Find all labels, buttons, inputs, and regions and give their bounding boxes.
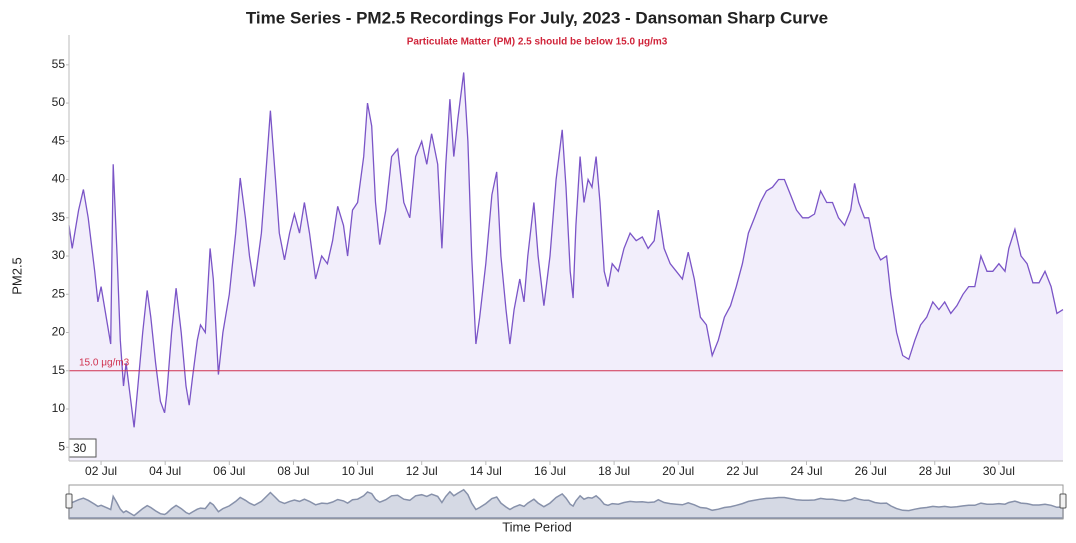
x-tick-label: 08 Jul <box>277 464 309 478</box>
x-tick-label: 22 Jul <box>726 464 758 478</box>
x-tick-label: 12 Jul <box>406 464 438 478</box>
navigator-handle[interactable] <box>65 493 73 509</box>
y-tick-label: 35 <box>52 210 66 224</box>
y-tick-label: 5 <box>58 439 65 453</box>
x-tick-label: 20 Jul <box>662 464 694 478</box>
x-tick-label: 04 Jul <box>149 464 181 478</box>
y-tick-label: 25 <box>52 286 66 300</box>
navigator-area <box>68 488 1064 519</box>
y-tick-label: 15 <box>52 363 66 377</box>
x-tick-label: 24 Jul <box>790 464 822 478</box>
threshold-label: 15.0 μg/m3 <box>79 357 130 368</box>
x-tick-label: 18 Jul <box>598 464 630 478</box>
y-tick-label: 55 <box>52 57 66 71</box>
x-tick-label: 30 Jul <box>983 464 1015 478</box>
x-tick-label: 10 Jul <box>342 464 374 478</box>
chart-subtitle: Particulate Matter (PM) 2.5 should be be… <box>407 37 668 48</box>
x-tick-label: 06 Jul <box>213 464 245 478</box>
x-tick-label: 28 Jul <box>919 464 951 478</box>
y-tick-label: 40 <box>52 172 66 186</box>
y-tick-label: 30 <box>52 248 66 262</box>
x-axis-label: Time Period <box>502 519 572 534</box>
x-tick-label: 14 Jul <box>470 464 502 478</box>
y-axis-label: PM2.5 <box>9 257 24 295</box>
x-tick-label: 02 Jul <box>85 464 117 478</box>
x-tick-label: 16 Jul <box>534 464 566 478</box>
y-tick-label: 45 <box>52 133 66 147</box>
y-tick-label: 10 <box>52 401 66 415</box>
navigator-handle[interactable] <box>1059 493 1067 509</box>
line <box>68 72 1064 428</box>
area <box>69 72 1063 461</box>
y-tick-label: 20 <box>52 325 66 339</box>
y-tick-label: 50 <box>52 95 66 109</box>
chart-title: Time Series - PM2.5 Recordings For July,… <box>246 8 828 27</box>
x-tick-label: 26 Jul <box>855 464 887 478</box>
period-input-text[interactable]: 30 <box>73 441 87 455</box>
